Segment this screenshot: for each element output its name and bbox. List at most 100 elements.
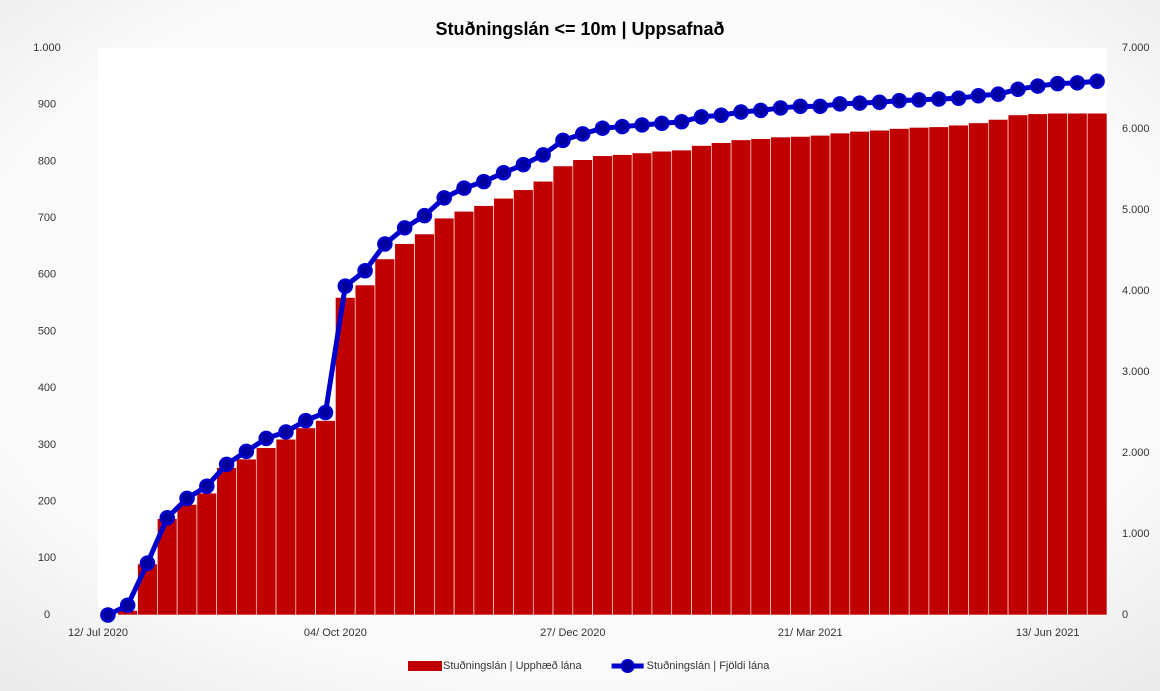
- bar: [1067, 112, 1088, 616]
- bar: [790, 136, 811, 616]
- line-marker: [851, 95, 868, 111]
- bar: [612, 154, 633, 616]
- bar: [513, 189, 534, 616]
- line-marker: [634, 117, 650, 133]
- line-marker: [199, 478, 215, 494]
- x-tick-label: 27/ Dec 2020: [540, 627, 605, 639]
- legend-label: Stuðningslán | Upphæð lána: [443, 660, 583, 672]
- bar: [255, 447, 277, 616]
- line-marker: [1030, 78, 1046, 94]
- y-tick-label: 500: [38, 325, 56, 337]
- y-tick-label: 700: [38, 212, 56, 224]
- y-tick-label: 400: [38, 382, 56, 394]
- bar: [592, 155, 613, 616]
- y2-tick-label: 0: [1122, 609, 1128, 621]
- bar: [1027, 113, 1048, 616]
- line-marker: [396, 220, 413, 236]
- line-marker: [238, 443, 255, 460]
- bar: [552, 165, 574, 616]
- y-tick-label: 800: [38, 155, 56, 167]
- y-tick-label: 300: [38, 439, 56, 451]
- line-marker: [673, 113, 690, 130]
- line-marker: [555, 132, 571, 149]
- line-marker: [753, 102, 769, 119]
- line-marker: [317, 404, 334, 421]
- line-marker: [654, 115, 670, 132]
- bar: [315, 420, 336, 616]
- y-tick-label: 600: [38, 269, 56, 281]
- line-marker: [594, 120, 611, 136]
- bar: [948, 124, 969, 616]
- bar: [889, 128, 910, 616]
- line-marker: [574, 126, 591, 142]
- line-marker: [970, 88, 987, 104]
- bar: [236, 458, 257, 616]
- x-tick-label: 13/ Jun 2021: [1016, 627, 1080, 639]
- bar: [354, 284, 376, 616]
- bar: [473, 205, 494, 616]
- line-marker: [159, 510, 175, 526]
- bar: [137, 563, 158, 616]
- bar: [968, 122, 989, 616]
- line-marker: [278, 424, 294, 440]
- line-marker: [891, 92, 908, 109]
- bar: [750, 138, 771, 616]
- y2-tick-label: 2.000: [1122, 447, 1150, 459]
- bar: [711, 142, 732, 616]
- bar: [532, 180, 554, 616]
- bar: [394, 243, 415, 616]
- line-marker: [713, 107, 729, 123]
- bar: [1086, 112, 1108, 616]
- line-marker: [832, 96, 848, 112]
- line-marker: [357, 263, 373, 279]
- line-marker: [792, 98, 809, 115]
- legend-swatch: [408, 661, 442, 671]
- bar: [493, 197, 514, 616]
- line-marker: [139, 555, 156, 571]
- bar: [176, 504, 198, 616]
- bar: [987, 119, 1009, 616]
- bar: [414, 233, 435, 616]
- line-marker: [990, 86, 1006, 102]
- bar: [196, 492, 218, 616]
- line-marker: [871, 94, 888, 111]
- line-marker: [733, 104, 749, 120]
- line-marker: [218, 456, 235, 473]
- bar: [908, 127, 930, 616]
- bar: [671, 149, 692, 616]
- bar: [928, 126, 950, 616]
- line-marker: [456, 180, 472, 196]
- bar: [631, 152, 653, 616]
- legend-marker: [620, 659, 635, 673]
- line-marker: [179, 490, 195, 507]
- line-marker: [812, 98, 828, 115]
- y-tick-label: 900: [38, 99, 56, 111]
- y2-tick-label: 3.000: [1122, 366, 1150, 378]
- bar: [770, 136, 791, 616]
- y2-tick-label: 4.000: [1122, 285, 1150, 297]
- line-marker: [931, 91, 947, 107]
- x-tick-label: 12/ Jul 2020: [68, 627, 128, 639]
- line-marker: [535, 147, 551, 163]
- y2-tick-label: 7.000: [1122, 42, 1150, 54]
- bar: [809, 135, 831, 616]
- bar: [374, 258, 396, 616]
- line-marker: [1089, 73, 1105, 89]
- line-marker: [1069, 75, 1086, 91]
- y2-tick-label: 6.000: [1122, 123, 1150, 135]
- bar: [216, 467, 237, 616]
- line-marker: [1010, 81, 1026, 98]
- line-marker: [515, 156, 532, 173]
- y2-tick-label: 5.000: [1122, 204, 1150, 216]
- y-tick-label: 0: [44, 609, 50, 621]
- bar: [572, 159, 593, 616]
- bar: [275, 438, 297, 616]
- line-marker: [772, 100, 789, 116]
- x-tick-label: 21/ Mar 2021: [778, 627, 843, 639]
- line-marker: [337, 278, 354, 294]
- line-marker: [100, 607, 116, 623]
- line-marker: [1049, 75, 1066, 92]
- line-marker: [377, 236, 393, 252]
